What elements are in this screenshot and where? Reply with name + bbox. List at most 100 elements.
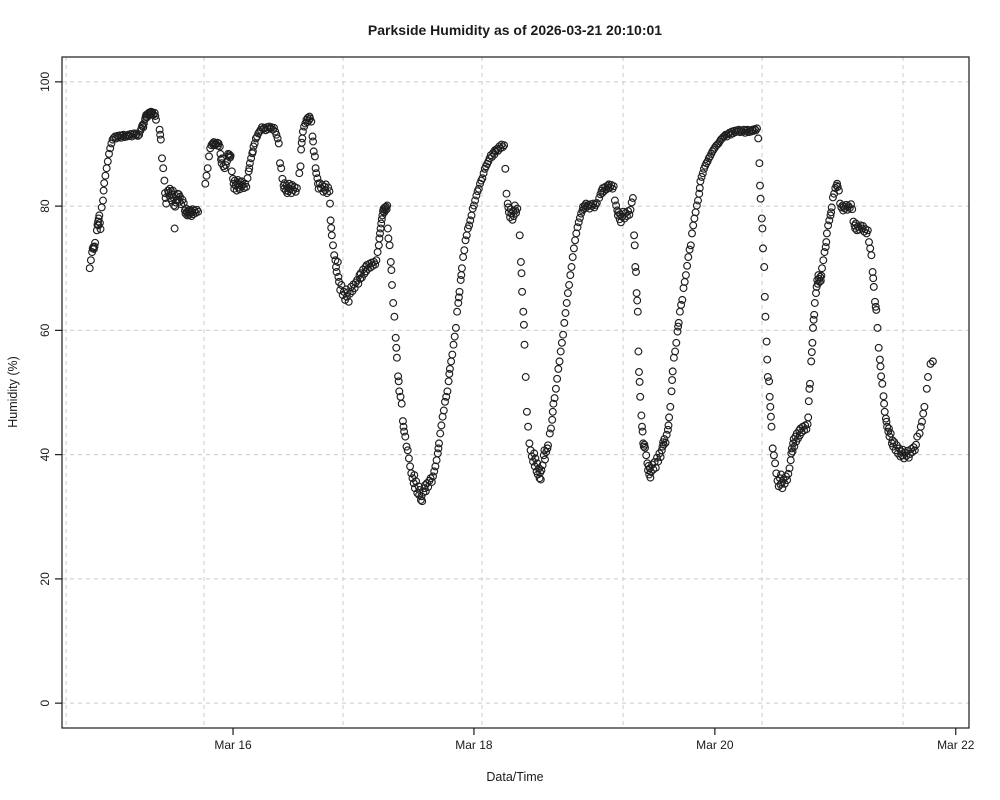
data-point (677, 300, 686, 309)
data-point (766, 402, 775, 411)
data-point (691, 208, 700, 217)
data-point (448, 350, 457, 359)
data-point (95, 211, 104, 220)
data-point (908, 448, 917, 457)
data-point (900, 454, 908, 463)
data-point (786, 456, 795, 465)
data-point (822, 229, 831, 238)
data-point (429, 472, 437, 481)
data-point (772, 469, 781, 478)
data-point (291, 187, 300, 196)
data-point (402, 442, 411, 451)
data-point (784, 469, 793, 478)
data-point (381, 206, 390, 215)
data-point (297, 145, 306, 154)
data-point (385, 241, 394, 250)
data-point (533, 459, 542, 468)
data-point (751, 126, 760, 135)
data-point (437, 421, 446, 430)
data-point (754, 134, 763, 143)
data-point (155, 125, 164, 134)
data-point (501, 164, 510, 173)
data-point (549, 399, 558, 408)
data-point (460, 246, 469, 255)
data-point (326, 199, 334, 208)
data-point (695, 189, 704, 198)
data-point (661, 438, 670, 447)
data-point (807, 357, 816, 366)
x-tick-label: Mar 18 (455, 738, 493, 752)
plot-border (61, 56, 970, 729)
data-point (802, 425, 811, 434)
data-point (674, 318, 683, 327)
data-point (519, 320, 528, 329)
data-point (919, 409, 928, 418)
data-point (685, 245, 694, 254)
data-point (478, 174, 487, 183)
data-point (86, 256, 95, 265)
data-point (273, 134, 282, 143)
data-point (639, 439, 648, 448)
data-point (215, 142, 224, 151)
data-point (657, 446, 666, 455)
data-point (638, 422, 646, 431)
data-point (547, 424, 555, 433)
data-point (778, 484, 787, 493)
data-point (245, 164, 254, 173)
data-point (392, 353, 401, 362)
data-point (344, 297, 353, 306)
data-point (97, 203, 106, 212)
data-point (926, 359, 935, 368)
data-point (612, 201, 621, 210)
data-point (494, 146, 502, 155)
data-point (297, 138, 306, 147)
data-point (158, 154, 166, 163)
data-point (702, 159, 711, 168)
data-point (326, 216, 335, 225)
data-point (374, 241, 383, 250)
data-point (632, 289, 641, 298)
y-tick-label: 100 (38, 72, 52, 92)
data-point (524, 422, 533, 431)
data-point (541, 455, 549, 464)
data-point (221, 161, 230, 170)
data-point (537, 466, 546, 475)
data-point (781, 472, 790, 481)
data-point (646, 473, 655, 482)
data-point (376, 229, 384, 238)
data-point (680, 277, 689, 286)
data-point (828, 193, 837, 202)
data-point (277, 164, 286, 173)
data-point (678, 295, 687, 304)
data-point (874, 343, 883, 352)
data-point (100, 179, 109, 188)
data-point (445, 369, 454, 378)
data-point (572, 229, 581, 238)
data-point (668, 376, 677, 385)
data-point (251, 134, 260, 143)
data-point (395, 387, 404, 396)
data-point (518, 287, 527, 296)
data-point (810, 310, 819, 319)
data-point (692, 201, 701, 210)
data-point (309, 147, 318, 156)
data-point (457, 271, 466, 280)
data-point (918, 417, 926, 426)
data-point (426, 474, 435, 483)
data-point (824, 221, 833, 230)
data-point (884, 427, 893, 436)
data-point (566, 271, 575, 280)
data-point (821, 243, 830, 252)
data-point (760, 263, 769, 271)
data-point (401, 432, 410, 441)
data-point (160, 176, 169, 185)
data-point (551, 384, 560, 393)
data-point (311, 164, 320, 173)
data-point (456, 276, 465, 284)
data-point (399, 422, 408, 431)
data-point (649, 465, 658, 474)
data-point (544, 441, 552, 450)
data-point (327, 231, 336, 240)
data-point (312, 169, 321, 178)
data-point (869, 282, 878, 291)
